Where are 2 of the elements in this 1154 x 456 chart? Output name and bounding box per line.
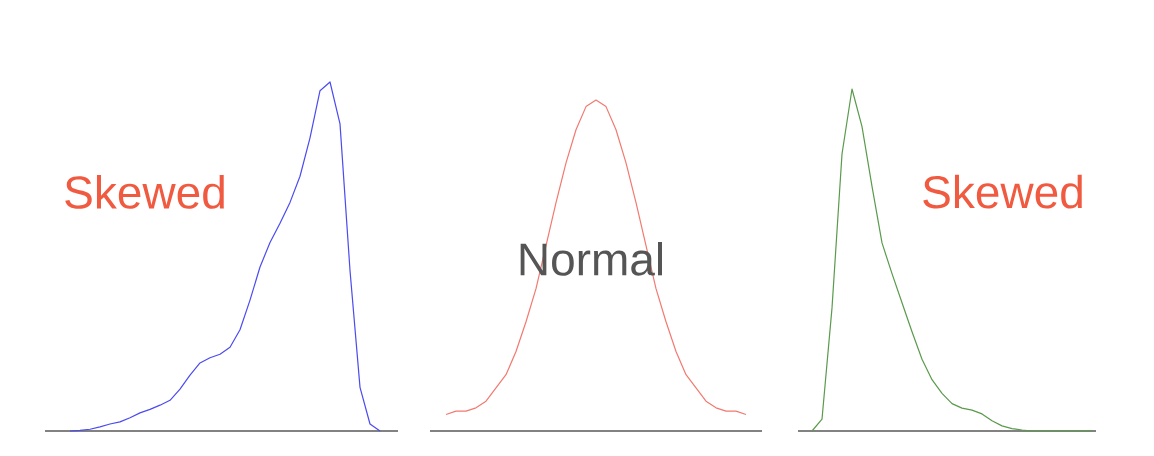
annotation: Skewed <box>65 175 224 209</box>
annotation: Skewed <box>923 174 1082 209</box>
